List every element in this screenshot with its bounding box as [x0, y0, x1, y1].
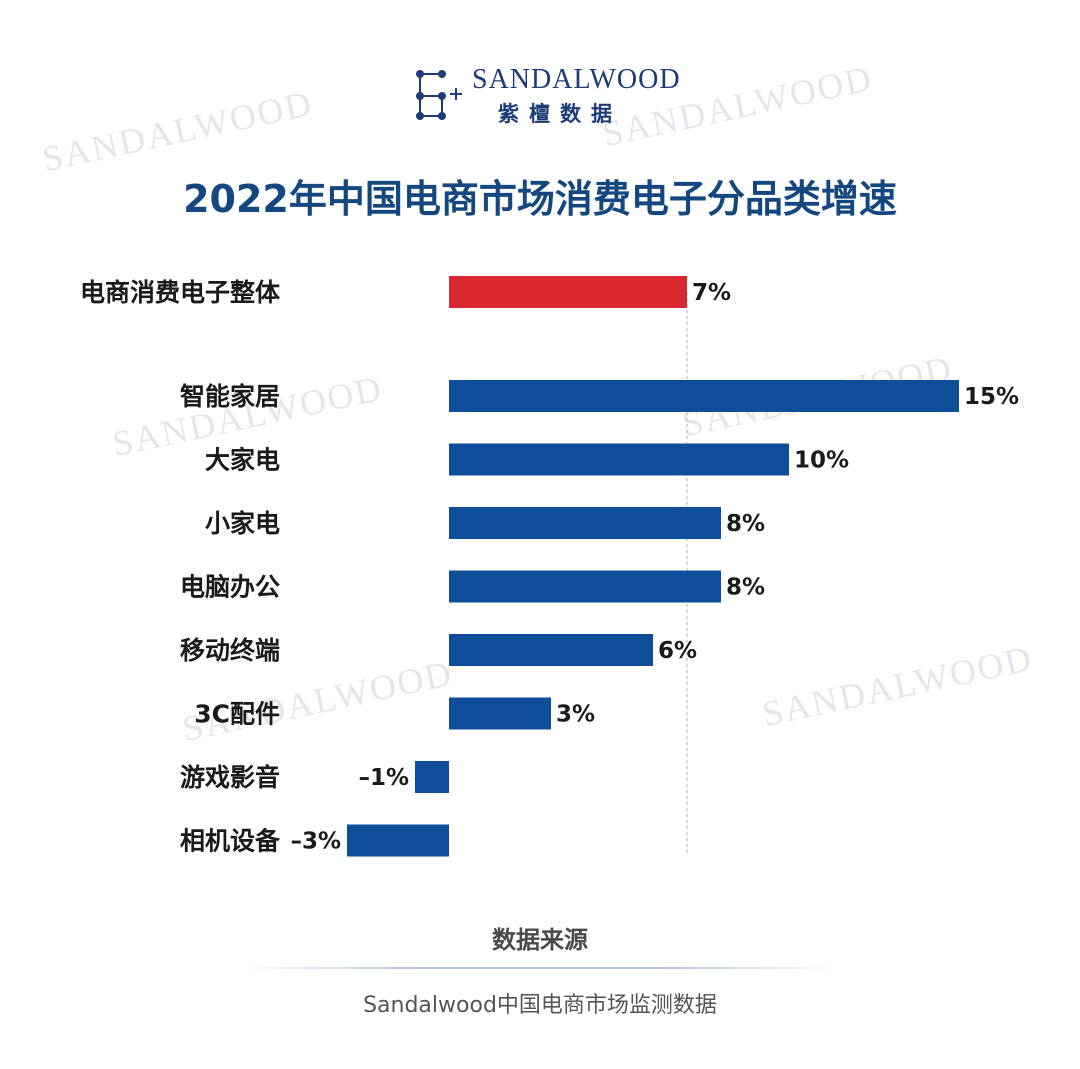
- bar: [415, 761, 449, 793]
- bar: [449, 697, 551, 730]
- bar: [449, 570, 721, 603]
- data-label: 10%: [794, 448, 849, 474]
- data-label: 15%: [964, 384, 1019, 410]
- brand-logo: SANDALWOOD 紫檀数据: [410, 64, 690, 128]
- bar-chart: 电商消费电子整体 7% 智能家居 15% 大家电 10% 小家电 8% 电脑办公 8% 移动终端 6%…: [80, 276, 1019, 857]
- category-label: 电商消费电子整体: [80, 278, 281, 307]
- category-label: 小家电: [205, 509, 280, 538]
- data-label: 7%: [692, 280, 731, 306]
- logo-mark-icon: [416, 70, 462, 120]
- bar: [449, 276, 687, 308]
- logo-text-en: SANDALWOOD: [472, 64, 681, 95]
- bar: [347, 824, 449, 857]
- bar: [449, 443, 789, 476]
- bar: [449, 634, 653, 666]
- data-label: –3%: [290, 829, 341, 855]
- category-label: 智能家居: [180, 382, 280, 411]
- data-label: 8%: [726, 511, 765, 537]
- source-divider: [240, 967, 840, 969]
- data-label: 3%: [556, 702, 595, 728]
- data-label: 6%: [658, 638, 697, 664]
- watermark: SANDALWOOD: [38, 82, 317, 180]
- source-heading: 数据来源: [492, 926, 588, 954]
- logo-text-cn: 紫檀数据: [498, 102, 622, 126]
- chart-title: 2022年中国电商市场消费电子分品类增速: [183, 177, 897, 221]
- category-label: 游戏影音: [180, 763, 280, 792]
- bar: [449, 507, 721, 539]
- category-label: 移动终端: [180, 636, 280, 665]
- category-label: 3C配件: [194, 700, 280, 729]
- category-label: 电脑办公: [180, 573, 280, 602]
- data-label: –1%: [358, 765, 409, 791]
- bar: [449, 380, 959, 412]
- data-label: 8%: [726, 575, 765, 601]
- category-label: 相机设备: [180, 827, 281, 856]
- source-text: Sandalwood中国电商市场监测数据: [363, 993, 717, 1018]
- category-label: 大家电: [205, 446, 280, 475]
